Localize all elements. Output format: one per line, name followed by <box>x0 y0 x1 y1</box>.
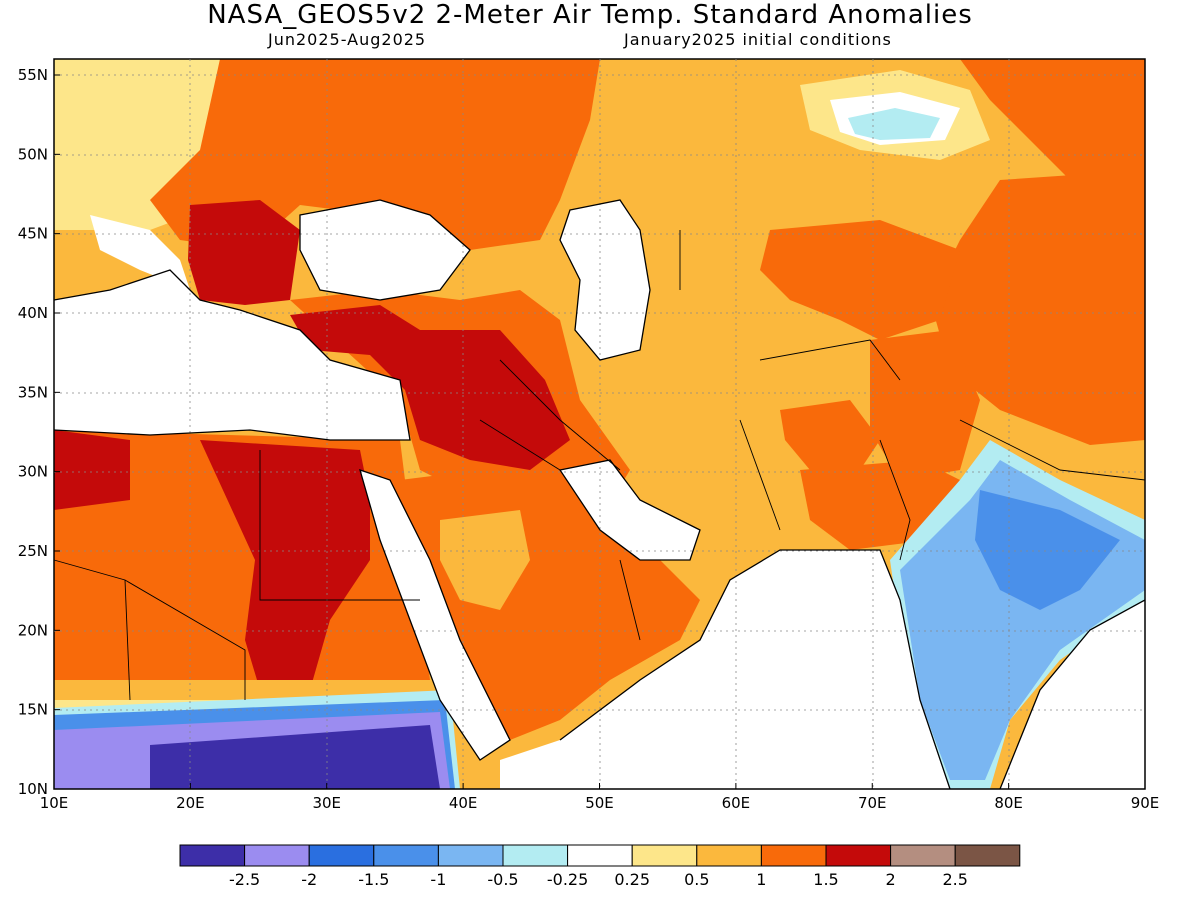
colorbar-label: -0.25 <box>547 870 588 889</box>
anomaly-levant <box>290 305 570 470</box>
gulf-of-aden <box>500 740 620 789</box>
lat-tick-label: 30N <box>18 463 48 481</box>
anomaly-siberia <box>960 59 1145 200</box>
colorbar-swatch <box>825 844 892 867</box>
anomaly-sahel-very-cold <box>150 725 440 789</box>
anomaly-egypt-sudan <box>200 440 370 690</box>
persian-gulf <box>560 460 700 560</box>
lon-tick-label: 40E <box>449 794 478 812</box>
map-title: NASA_GEOS5v2 2-Meter Air Temp. Standard … <box>207 0 973 30</box>
anomaly-balkans <box>188 200 300 305</box>
anomaly-kazakhstan <box>760 220 960 340</box>
colorbar-swatch <box>760 844 827 867</box>
lat-tick-label: 35N <box>18 383 48 401</box>
longitude-ticks: 10E 20E 30E 40E 50E 60E 70E 80E 90E <box>40 783 1160 812</box>
latitude-ticks: 55N 50N 45N 40N 35N 30N 25N 20N 15N 10N <box>18 66 60 798</box>
anomaly-arabia-weak <box>440 510 530 610</box>
colorbar-label: 0.25 <box>614 870 650 889</box>
colorbar-label: -1 <box>430 870 446 889</box>
lat-tick-label: 15N <box>18 701 48 719</box>
colorbar-label: -0.5 <box>487 870 518 889</box>
colorbar-swatch <box>631 844 698 867</box>
caspian-sea <box>560 200 650 360</box>
lon-tick-label: 80E <box>994 794 1023 812</box>
colorbar-swatch <box>567 844 633 867</box>
arabian-sea <box>560 550 950 789</box>
lat-tick-label: 10N <box>18 780 48 798</box>
colorbar-swatch <box>179 844 246 867</box>
anomaly-kazakhstan-cool <box>848 108 940 140</box>
anomaly-libya <box>54 430 130 510</box>
colorbar-label: 2 <box>886 870 896 889</box>
colorbar-swatch <box>502 844 569 867</box>
lon-tick-label: 50E <box>585 794 614 812</box>
colorbar-swatch <box>437 844 504 867</box>
lon-tick-label: 60E <box>722 794 751 812</box>
colorbar-swatch <box>373 844 439 867</box>
lat-tick-label: 45N <box>18 225 48 243</box>
colorbar-label: 2.5 <box>942 870 967 889</box>
lat-tick-label: 25N <box>18 542 48 560</box>
colorbar-swatch <box>890 844 956 867</box>
lon-tick-label: 10E <box>40 794 69 812</box>
lon-tick-label: 20E <box>176 794 205 812</box>
anomaly-afghanistan <box>870 330 980 480</box>
lon-tick-label: 90E <box>1131 794 1160 812</box>
red-sea <box>360 470 510 760</box>
colorbar-swatch <box>244 844 310 867</box>
anomaly-mongolia <box>930 170 1145 445</box>
lat-tick-label: 55N <box>18 66 48 84</box>
lat-tick-label: 50N <box>18 145 48 163</box>
coastlines <box>53 199 1146 790</box>
anomaly-iran-east <box>780 400 880 470</box>
colorbar-swatch <box>308 844 375 867</box>
initial-conditions: January2025 initial conditions <box>624 30 892 49</box>
mediterranean-sea <box>54 270 410 440</box>
colorbar-label: -2.5 <box>229 870 260 889</box>
anomaly-india-cooler <box>975 490 1120 610</box>
colorbar: -2.5 -2 -1.5 -1 -0.5 -0.25 0.25 0.5 1 1.5 2 2.5 <box>179 844 1021 889</box>
colorbar-swatch <box>954 844 1021 867</box>
lon-tick-label: 70E <box>858 794 887 812</box>
lon-tick-label: 30E <box>312 794 341 812</box>
colorbar-label: 1.5 <box>813 870 838 889</box>
lat-tick-label: 20N <box>18 621 48 639</box>
colorbar-label: 0.5 <box>684 870 709 889</box>
anomaly-field <box>54 59 1145 789</box>
forecast-period: Jun2025-Aug2025 <box>268 30 427 49</box>
lat-lon-grid <box>54 59 1145 789</box>
black-sea <box>300 200 470 300</box>
colorbar-label: -2 <box>301 870 317 889</box>
bay-of-bengal <box>1000 600 1145 789</box>
country-borders <box>53 230 1146 701</box>
lat-tick-label: 40N <box>18 304 48 322</box>
colorbar-label: -1.5 <box>358 870 389 889</box>
colorbar-swatch <box>696 844 762 867</box>
colorbar-label: 1 <box>756 870 766 889</box>
